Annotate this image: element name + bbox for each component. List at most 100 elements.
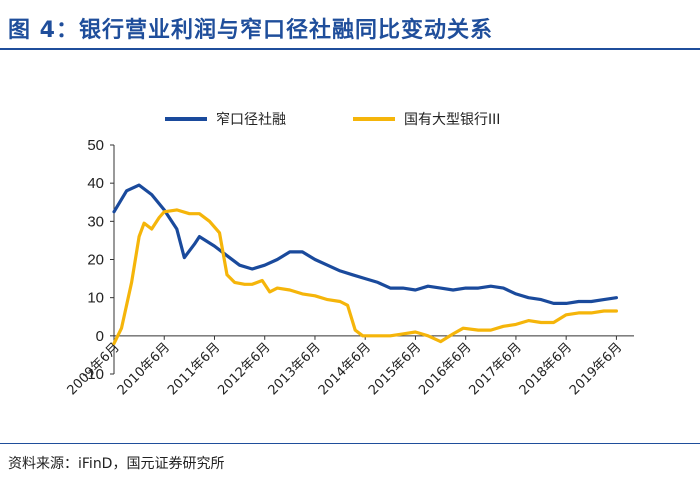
data-point-series-1 — [590, 301, 592, 302]
data-point-series-2 — [188, 213, 190, 215]
data-point-series-1 — [389, 287, 391, 289]
data-point-series-2 — [301, 293, 303, 295]
data-point-series-2 — [528, 320, 529, 322]
x-tick-label: 2018年6月 — [517, 340, 575, 398]
data-point-series-2 — [502, 325, 504, 327]
data-point-series-2 — [251, 283, 253, 285]
data-point-series-2 — [327, 299, 328, 301]
x-tick-label: 2012年6月 — [215, 340, 273, 398]
data-point-series-2 — [347, 304, 349, 306]
axes: -10010203040502009年6月2010年6月2011年6月2012年… — [65, 137, 634, 398]
data-point-series-1 — [327, 264, 328, 266]
data-point-series-1 — [239, 264, 241, 266]
data-point-series-2 — [314, 295, 316, 297]
data-point-series-2 — [490, 329, 492, 331]
data-point-series-2 — [402, 333, 404, 335]
y-tick-label: -10 — [82, 366, 104, 383]
data-point-series-1 — [402, 287, 404, 289]
x-tick-label: 2013年6月 — [266, 340, 324, 398]
data-point-series-2 — [198, 213, 200, 215]
title-divider — [0, 48, 700, 50]
data-point-series-1 — [339, 270, 341, 272]
data-point-series-2 — [578, 312, 580, 314]
data-point-series-1 — [414, 289, 416, 291]
data-point-series-2 — [553, 322, 555, 323]
data-point-series-2 — [339, 301, 341, 302]
data-point-series-1 — [289, 251, 291, 253]
data-point-series-1 — [276, 259, 278, 260]
data-point-series-2 — [163, 211, 165, 213]
x-tick-label: 2015年6月 — [366, 340, 424, 398]
data-point-series-1 — [440, 287, 442, 289]
data-point-series-1 — [138, 184, 140, 186]
data-point-series-1 — [427, 285, 429, 287]
data-point-series-2 — [176, 209, 178, 211]
data-point-series-1 — [452, 289, 454, 291]
data-point-series-1 — [126, 190, 128, 192]
series-line-1 — [112, 183, 618, 305]
data-point-series-2 — [276, 287, 278, 289]
data-point-series-2 — [452, 333, 454, 335]
legend-label-series-2: 国有大型银行III — [404, 112, 500, 128]
data-point-series-1 — [377, 281, 379, 283]
data-point-series-2 — [414, 331, 416, 333]
data-point-series-1 — [193, 243, 195, 245]
data-point-series-1 — [176, 228, 178, 230]
data-point-series-2 — [377, 335, 379, 337]
data-point-series-2 — [131, 281, 133, 283]
x-tick-label: 2017年6月 — [467, 340, 525, 398]
data-point-series-1 — [603, 299, 605, 301]
data-point-series-1 — [364, 278, 366, 280]
data-point-series-1 — [615, 297, 617, 299]
data-point-series-1 — [113, 211, 115, 213]
x-tick-label: 2016年6月 — [416, 340, 474, 398]
x-tick-label: 2019年6月 — [567, 340, 625, 398]
x-tick-label: 2010年6月 — [115, 340, 173, 398]
data-point-series-1 — [214, 245, 215, 247]
data-point-series-2 — [565, 314, 567, 316]
data-point-series-1 — [151, 194, 153, 196]
data-point-series-2 — [389, 335, 391, 337]
data-point-series-2 — [477, 329, 479, 331]
y-tick-label: 50 — [87, 137, 104, 154]
data-point-series-2 — [354, 329, 356, 331]
x-tick-label: 2014年6月 — [316, 340, 374, 398]
x-tick-label: 2011年6月 — [165, 340, 223, 398]
data-point-series-1 — [251, 268, 253, 270]
data-point-series-1 — [314, 259, 316, 260]
data-point-series-1 — [540, 299, 542, 301]
line-chart: 窄口径社融 国有大型银行III -10010203040502009年6月201… — [65, 111, 634, 398]
data-point-series-2 — [121, 327, 122, 329]
data-point-series-2 — [143, 222, 145, 224]
data-point-series-1 — [198, 236, 200, 238]
data-point-series-1 — [565, 302, 567, 304]
data-point-series-2 — [590, 312, 592, 314]
data-point-series-1 — [183, 257, 185, 259]
data-point-series-2 — [427, 335, 429, 337]
data-point-series-1 — [477, 287, 479, 289]
data-point-series-2 — [269, 291, 271, 293]
data-point-series-1 — [515, 293, 517, 295]
data-point-series-1 — [226, 255, 228, 257]
data-point-series-2 — [226, 274, 228, 276]
data-point-series-2 — [289, 289, 291, 291]
legend-label-series-1: 窄口径社融 — [216, 111, 286, 128]
y-tick-label: 40 — [87, 175, 104, 192]
data-point-series-2 — [219, 232, 220, 234]
data-point-series-2 — [261, 280, 263, 281]
data-point-series-1 — [352, 274, 354, 276]
data-point-series-1 — [578, 301, 580, 302]
data-point-series-1 — [264, 264, 266, 266]
data-point-series-2 — [113, 343, 115, 344]
chart-title: 图 4：银行营业利润与窄口径社融同比变动关系 — [8, 18, 493, 43]
y-tick-label: 20 — [87, 252, 104, 269]
data-point-series-2 — [151, 228, 153, 230]
y-tick-label: 0 — [96, 328, 104, 345]
series-lines — [112, 183, 618, 346]
data-point-series-2 — [462, 327, 464, 329]
data-point-series-2 — [234, 281, 236, 283]
data-point-series-2 — [244, 283, 246, 285]
legend: 窄口径社融 国有大型银行III — [165, 111, 500, 128]
data-point-series-1 — [528, 297, 529, 299]
data-point-series-1 — [465, 287, 467, 289]
